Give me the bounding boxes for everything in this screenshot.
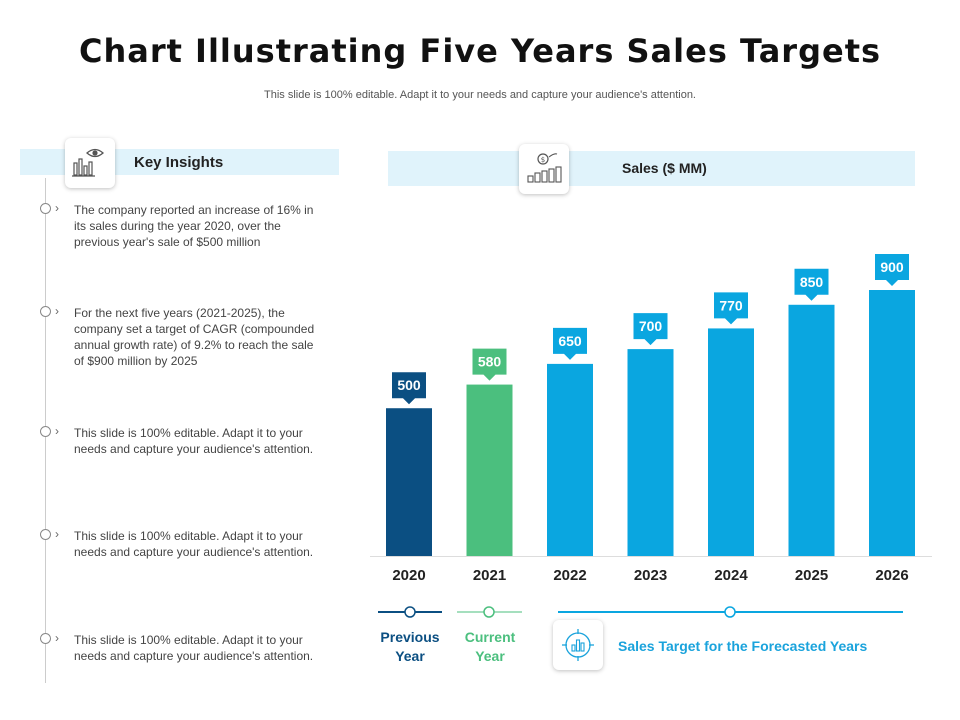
eye-chart-icon — [65, 138, 115, 188]
sales-header-bar — [388, 151, 915, 186]
legend-previous-label: Previous Year — [380, 629, 440, 664]
insight-text: This slide is 100% editable. Adapt it to… — [74, 633, 314, 663]
value-callout-2020 — [392, 372, 426, 405]
value-callout-2026 — [875, 254, 909, 286]
bar-2024 — [708, 328, 754, 556]
data-label-2025: 850 — [800, 274, 824, 290]
bar-2021 — [466, 384, 513, 556]
value-callout-2025 — [794, 268, 829, 301]
bar-2022 — [547, 363, 593, 556]
key-insights-title: Key Insights — [134, 154, 224, 171]
data-label-2023: 700 — [639, 318, 663, 334]
bullet-dot — [40, 306, 51, 317]
legend-current-marker — [483, 606, 495, 618]
insight-text: The company reported an increase of 16% … — [74, 203, 314, 249]
target-chart-icon — [553, 620, 603, 670]
insight-text: This slide is 100% editable. Adapt it to… — [74, 529, 314, 559]
insight-text: This slide is 100% editable. Adapt it to… — [74, 426, 314, 456]
page-title: Chart Illustrating Five Years Sales Targ… — [78, 32, 882, 70]
bullet-dot — [40, 203, 51, 214]
chevron-right-icon: › — [55, 527, 59, 541]
bullet-dot — [40, 426, 51, 437]
legend-previous-marker — [404, 606, 416, 618]
bullet-dot — [40, 529, 51, 540]
tick-label-2023: 2023 — [634, 567, 667, 584]
chevron-right-icon: › — [55, 304, 59, 318]
data-label-2020: 500 — [397, 377, 421, 393]
value-callout-2022 — [553, 327, 587, 360]
coins-growth-icon: $ — [519, 144, 569, 194]
bar-2020 — [386, 408, 432, 556]
sales-bar-chart: 500 2020 580 2021 650 2022 700 2023 770 2024 850 20… — [370, 254, 932, 584]
tick-label-2025: 2025 — [795, 567, 828, 584]
tick-label-2020: 2020 — [392, 567, 425, 584]
tick-label-2024: 2024 — [714, 567, 748, 584]
legend-lines — [378, 606, 903, 618]
svg-text:$: $ — [541, 156, 545, 164]
chevron-right-icon: › — [55, 201, 59, 215]
tick-label-2022: 2022 — [553, 567, 586, 584]
chevron-right-icon: › — [55, 424, 59, 438]
insight-text: For the next five years (2021-2025), the… — [74, 306, 315, 368]
bullet-dot — [40, 633, 51, 644]
legend-forecast-label: Sales Target for the Forecasted Years — [618, 638, 868, 654]
data-label-2024: 770 — [719, 297, 743, 313]
data-label-2026: 900 — [880, 259, 904, 275]
value-callout-2023 — [633, 313, 668, 346]
bar-2026 — [869, 290, 915, 556]
tick-label-2021: 2021 — [473, 567, 506, 584]
chevron-right-icon: › — [55, 631, 59, 645]
legend-current-label: Current Year — [464, 629, 516, 664]
value-callout-2024 — [714, 292, 748, 325]
tick-label-2026: 2026 — [875, 567, 908, 584]
bar-2025 — [788, 304, 835, 556]
value-callout-2021 — [472, 348, 507, 381]
legend-forecast-marker — [724, 606, 736, 618]
sales-title: Sales ($ MM) — [622, 160, 707, 176]
data-label-2021: 580 — [478, 354, 502, 370]
page-subtitle: This slide is 100% editable. Adapt it to… — [264, 89, 696, 101]
data-label-2022: 650 — [558, 333, 582, 349]
bar-2023 — [627, 349, 674, 556]
